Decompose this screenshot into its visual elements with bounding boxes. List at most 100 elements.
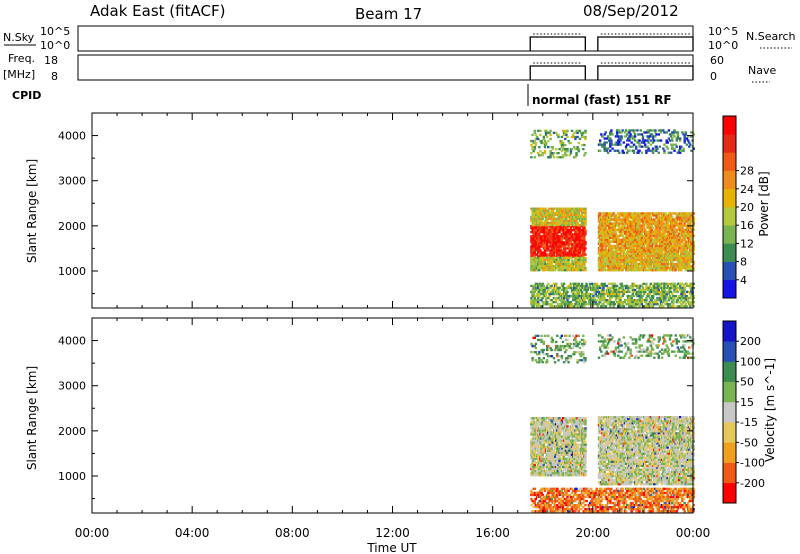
data-cell	[553, 269, 557, 272]
data-cell	[562, 288, 566, 292]
data-cell	[638, 252, 641, 255]
data-cell	[576, 209, 579, 212]
data-cell	[530, 296, 533, 300]
data-cell	[666, 244, 669, 248]
data-cell	[614, 286, 618, 290]
data-cell	[648, 224, 651, 227]
nsky-panel: N.Sky 10^5 10^0 10^5 10^0 N.Search	[3, 25, 796, 52]
data-cell	[637, 238, 640, 241]
data-cell	[580, 213, 584, 216]
data-cell	[692, 133, 695, 136]
data-cell	[575, 296, 578, 300]
data-cell	[561, 146, 565, 149]
data-cell	[562, 296, 566, 300]
data-cell	[614, 232, 618, 235]
data-cell	[538, 467, 541, 471]
data-cell	[653, 256, 656, 260]
data-cell	[546, 286, 549, 290]
data-cell	[619, 250, 622, 254]
data-cell	[640, 303, 644, 306]
data-cell	[666, 303, 669, 306]
data-cell	[647, 238, 650, 241]
data-cell	[636, 248, 639, 252]
data-cell	[584, 233, 587, 236]
data-cell	[611, 232, 614, 235]
data-cell	[584, 215, 587, 218]
data-cell	[531, 247, 534, 250]
data-cell	[610, 301, 613, 304]
data-cell	[657, 288, 660, 292]
data-cell	[608, 238, 611, 241]
data-cell	[559, 156, 562, 159]
data-cell	[683, 135, 686, 138]
data-cell	[533, 146, 536, 149]
data-cell	[530, 463, 533, 467]
data-cell	[617, 244, 620, 248]
data-cell	[679, 296, 682, 300]
data-cell	[658, 244, 662, 248]
data-cell	[611, 292, 614, 296]
data-cell	[666, 284, 669, 288]
data-cell	[600, 236, 603, 239]
data-cell	[582, 296, 585, 300]
data-cell	[628, 301, 631, 304]
data-cell	[686, 236, 690, 239]
data-cell	[582, 233, 585, 236]
data-cell	[632, 151, 636, 154]
data-cell	[668, 288, 672, 292]
data-cell	[627, 288, 630, 292]
data-cell	[603, 224, 606, 227]
data-cell	[624, 145, 628, 148]
data-cell	[641, 214, 645, 217]
data-cell	[584, 219, 587, 223]
data-cell	[552, 131, 556, 134]
data-cell	[654, 238, 657, 241]
data-cell	[569, 231, 573, 234]
data-cell	[584, 211, 587, 214]
data-cell	[676, 133, 680, 136]
data-cell	[547, 247, 550, 250]
data-cell	[574, 249, 577, 252]
data-cell	[569, 152, 573, 155]
data-cell	[618, 129, 621, 132]
data-cell	[639, 240, 642, 243]
data-cell	[642, 305, 646, 308]
data-cell	[679, 236, 682, 239]
data-cell	[599, 143, 602, 146]
data-cell	[535, 258, 539, 262]
data-cell	[628, 256, 631, 260]
data-cell	[613, 294, 616, 298]
data-cell	[552, 282, 556, 285]
data-cell	[567, 243, 570, 246]
data-cell	[674, 232, 677, 235]
date-title: 08/Sep/2012	[583, 2, 679, 20]
data-cell	[619, 299, 622, 302]
data-cell	[683, 238, 686, 241]
data-cell	[548, 294, 551, 298]
data-cell	[534, 443, 538, 446]
data-cell	[620, 137, 623, 140]
data-cell	[638, 286, 641, 290]
data-cell	[617, 143, 620, 146]
data-cell	[575, 219, 578, 223]
data-cell	[628, 234, 631, 237]
data-cell	[546, 427, 549, 430]
data-cell	[562, 266, 566, 270]
data-cell	[573, 131, 576, 134]
data-cell	[647, 252, 650, 255]
data-cell	[615, 294, 619, 298]
data-cell	[615, 133, 619, 136]
data-cell	[672, 133, 675, 136]
data-cell	[605, 256, 609, 260]
data-cell	[663, 143, 666, 146]
data-cell	[539, 471, 542, 475]
data-cell	[618, 137, 621, 140]
data-cell	[568, 219, 571, 223]
data-cell	[608, 258, 611, 262]
data-cell	[619, 139, 622, 142]
data-cell	[653, 149, 656, 152]
data-cell	[686, 299, 690, 302]
data-cell	[584, 129, 587, 132]
data-cell	[632, 246, 636, 250]
data-cell	[565, 217, 568, 220]
